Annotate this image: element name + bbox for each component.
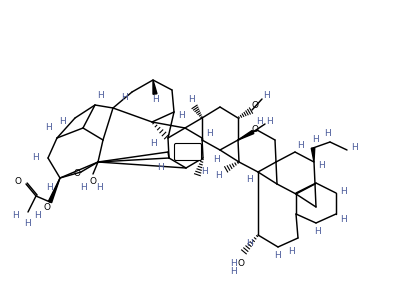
Text: H: H [34,212,41,221]
Polygon shape [48,178,60,203]
Text: H: H [230,266,237,275]
Polygon shape [153,80,156,94]
Text: H: H [59,117,66,126]
Text: H: H [12,212,19,221]
Text: H: H [201,167,208,176]
Text: H: H [122,94,128,103]
Text: H: H [215,171,222,180]
Text: Abs: Abs [179,148,196,157]
Polygon shape [310,148,314,162]
Text: O: O [237,259,244,268]
Text: H: H [314,228,320,237]
Text: H: H [81,183,87,192]
Text: H: H [178,112,185,121]
Text: H: H [263,92,270,101]
Text: H: H [47,183,53,192]
Text: H: H [157,164,164,173]
Text: H: H [96,183,103,192]
Text: O: O [14,178,21,187]
Text: H: H [256,117,263,126]
Text: O: O [43,203,51,212]
Text: H: H [24,219,31,228]
Text: H: H [324,128,330,137]
Text: H: H [351,144,357,153]
Text: H: H [340,187,346,196]
Text: H: H [45,124,52,133]
Text: H: H [340,214,346,223]
Text: H: H [274,251,281,260]
Text: H: H [230,259,237,268]
Text: H: H [297,142,304,151]
Text: H: H [246,176,253,185]
Text: H: H [312,135,318,144]
Text: H: H [32,153,39,162]
Text: O: O [251,124,258,133]
Text: H: H [213,155,220,164]
FancyBboxPatch shape [174,144,201,160]
Text: H: H [318,160,324,169]
Text: H: H [288,248,295,257]
Text: H: H [206,130,213,139]
Text: O: O [89,178,96,187]
Text: O: O [251,101,258,110]
Text: H: H [152,96,159,105]
Text: H: H [246,239,253,248]
Text: H: H [150,139,157,148]
Text: O: O [73,169,80,178]
Polygon shape [237,130,253,140]
Text: H: H [266,117,273,126]
Text: H: H [188,96,195,105]
Text: H: H [97,90,104,99]
